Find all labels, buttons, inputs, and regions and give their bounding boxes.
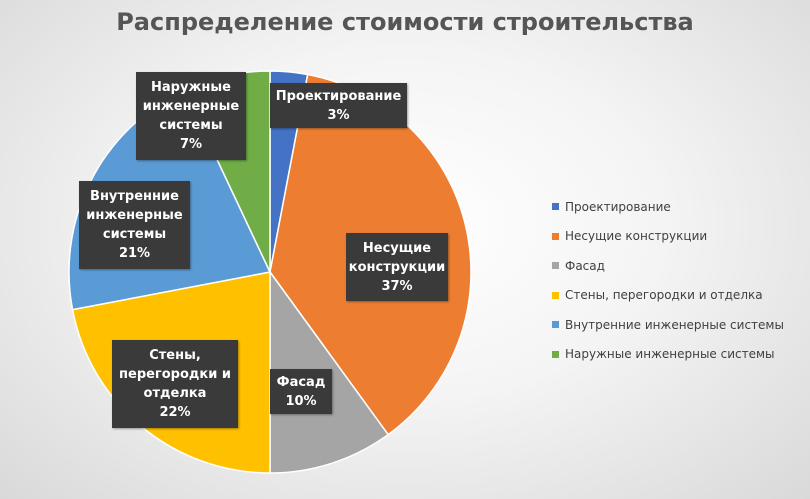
data-label-percent: 3% bbox=[327, 107, 350, 123]
legend-label: Проектирование bbox=[565, 199, 671, 214]
legend-label: Фасад bbox=[565, 258, 605, 273]
legend-item-4: Стены, перегородки и отделка bbox=[552, 281, 784, 311]
legend-swatch bbox=[552, 262, 559, 270]
data-label-percent: 7% bbox=[179, 137, 203, 152]
data-label-name: Несущие конструкции bbox=[348, 240, 446, 275]
data-label-1: Проектирование 3% bbox=[270, 83, 407, 128]
data-label-percent: 22% bbox=[159, 405, 191, 420]
legend-item-6: Наружные инженерные системы bbox=[552, 340, 784, 370]
data-label-name: Стены, перегородки и отделка bbox=[119, 348, 231, 401]
data-label-name: Наружные инженерные системы bbox=[142, 80, 240, 133]
data-label-3: Фасад 10% bbox=[270, 369, 332, 414]
data-label-percent: 37% bbox=[381, 278, 413, 294]
data-label-name: Фасад bbox=[276, 374, 326, 390]
legend-swatch bbox=[552, 203, 559, 211]
chart-title: Распределение стоимости строительства bbox=[116, 8, 694, 36]
legend-swatch bbox=[552, 232, 559, 240]
data-label-name: Внутренние инженерные системы bbox=[86, 189, 183, 242]
legend-item-2: Несущие конструкции bbox=[552, 222, 784, 252]
legend-label: Наружные инженерные системы bbox=[565, 347, 775, 362]
data-label-6: Наружные инженерные системы 7% bbox=[136, 72, 246, 160]
data-label-percent: 10% bbox=[285, 393, 317, 409]
legend-item-1: Проектирование bbox=[552, 192, 784, 222]
legend-label: Стены, перегородки и отделка bbox=[565, 288, 763, 303]
data-label-4: Стены, перегородки и отделка 22% bbox=[112, 340, 238, 428]
legend-swatch bbox=[552, 350, 559, 358]
data-label-percent: 21% bbox=[118, 246, 151, 261]
legend-item-5: Внутренние инженерные системы bbox=[552, 310, 784, 340]
legend-item-3: Фасад bbox=[552, 251, 784, 281]
data-label-2: Несущие конструкции 37% bbox=[346, 233, 448, 301]
data-label-name: Проектирование bbox=[275, 88, 402, 104]
legend: Проектирование Несущие конструкции Фасад Ст… bbox=[552, 192, 784, 369]
data-label-5: Внутренние инженерные системы 21% bbox=[79, 181, 190, 269]
legend-swatch bbox=[552, 321, 559, 329]
legend-label: Несущие конструкции bbox=[565, 229, 708, 244]
legend-swatch bbox=[552, 291, 559, 299]
legend-label: Внутренние инженерные системы bbox=[565, 317, 784, 332]
